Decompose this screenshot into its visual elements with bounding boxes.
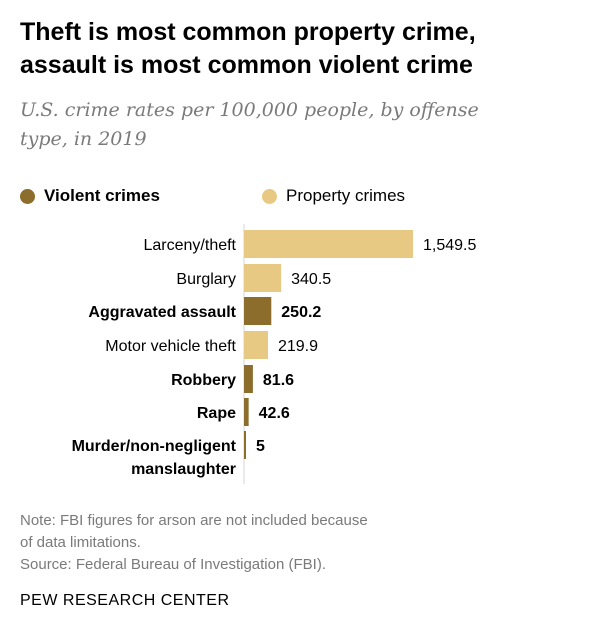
bar-chart: Larceny/theft 1,549.5 Burglary 340.5 Aggrava… — [72, 224, 476, 484]
legend-dot-violent-icon — [20, 188, 35, 204]
title-line-1: Theft is most common property crime, — [20, 18, 476, 46]
value-label-3: 219.9 — [278, 338, 318, 355]
chart-title: Theft is most common property crime, ass… — [20, 16, 580, 82]
source-line: Source: Federal Bureau of Investigation … — [20, 556, 326, 573]
value-label-1: 340.5 — [291, 271, 331, 288]
bar-4 — [244, 365, 253, 393]
category-label-5: Rape — [197, 405, 236, 422]
subtitle-line-2: type, in 2019 — [20, 128, 147, 150]
category-label-0: Larceny/theft — [144, 237, 237, 254]
chart-notes: Note: FBI figures for arson are not incl… — [20, 510, 580, 576]
legend-dot-property-icon — [262, 188, 277, 204]
category-label-1: Burglary — [176, 271, 236, 288]
legend-item-violent: Violent crimes — [20, 186, 160, 206]
legend-item-property: Property crimes — [262, 186, 405, 206]
chart-subtitle: U.S. crime rates per 100,000 people, by … — [20, 96, 580, 154]
value-label-4: 81.6 — [263, 372, 294, 389]
value-label-0: 1,549.5 — [423, 237, 476, 254]
note-line-1: Note: FBI figures for arson are not incl… — [20, 512, 368, 529]
value-label-5: 42.6 — [259, 405, 290, 422]
category-label-6: Murder/non-negligent manslaughter — [72, 438, 237, 478]
subtitle-line-1: U.S. crime rates per 100,000 people, by … — [20, 99, 479, 121]
bar-5 — [244, 398, 249, 426]
category-label-3: Motor vehicle theft — [105, 338, 236, 355]
bar-1 — [244, 264, 282, 292]
bar-0 — [244, 230, 413, 258]
legend-label-property: Property crimes — [286, 186, 406, 205]
title-line-2: assault is most common violent crime — [20, 51, 473, 79]
category-label-4: Robbery — [171, 372, 236, 389]
bar-6 — [244, 431, 246, 459]
bar-2 — [244, 297, 272, 325]
legend-label-violent: Violent crimes — [44, 186, 160, 205]
chart-legend: Violent crimes Property crimes — [20, 186, 580, 208]
value-label-6: 5 — [256, 438, 265, 455]
category-label-6-line-1: manslaughter — [131, 461, 236, 478]
bar-3 — [244, 331, 268, 359]
category-label-2: Aggravated assault — [88, 304, 236, 321]
pew-research-credit: PEW RESEARCH CENTER — [20, 592, 230, 609]
category-label-6-line-0: Murder/non-negligent — [72, 438, 237, 455]
value-label-2: 250.2 — [281, 304, 321, 321]
note-line-2: of data limitations. — [20, 534, 141, 551]
